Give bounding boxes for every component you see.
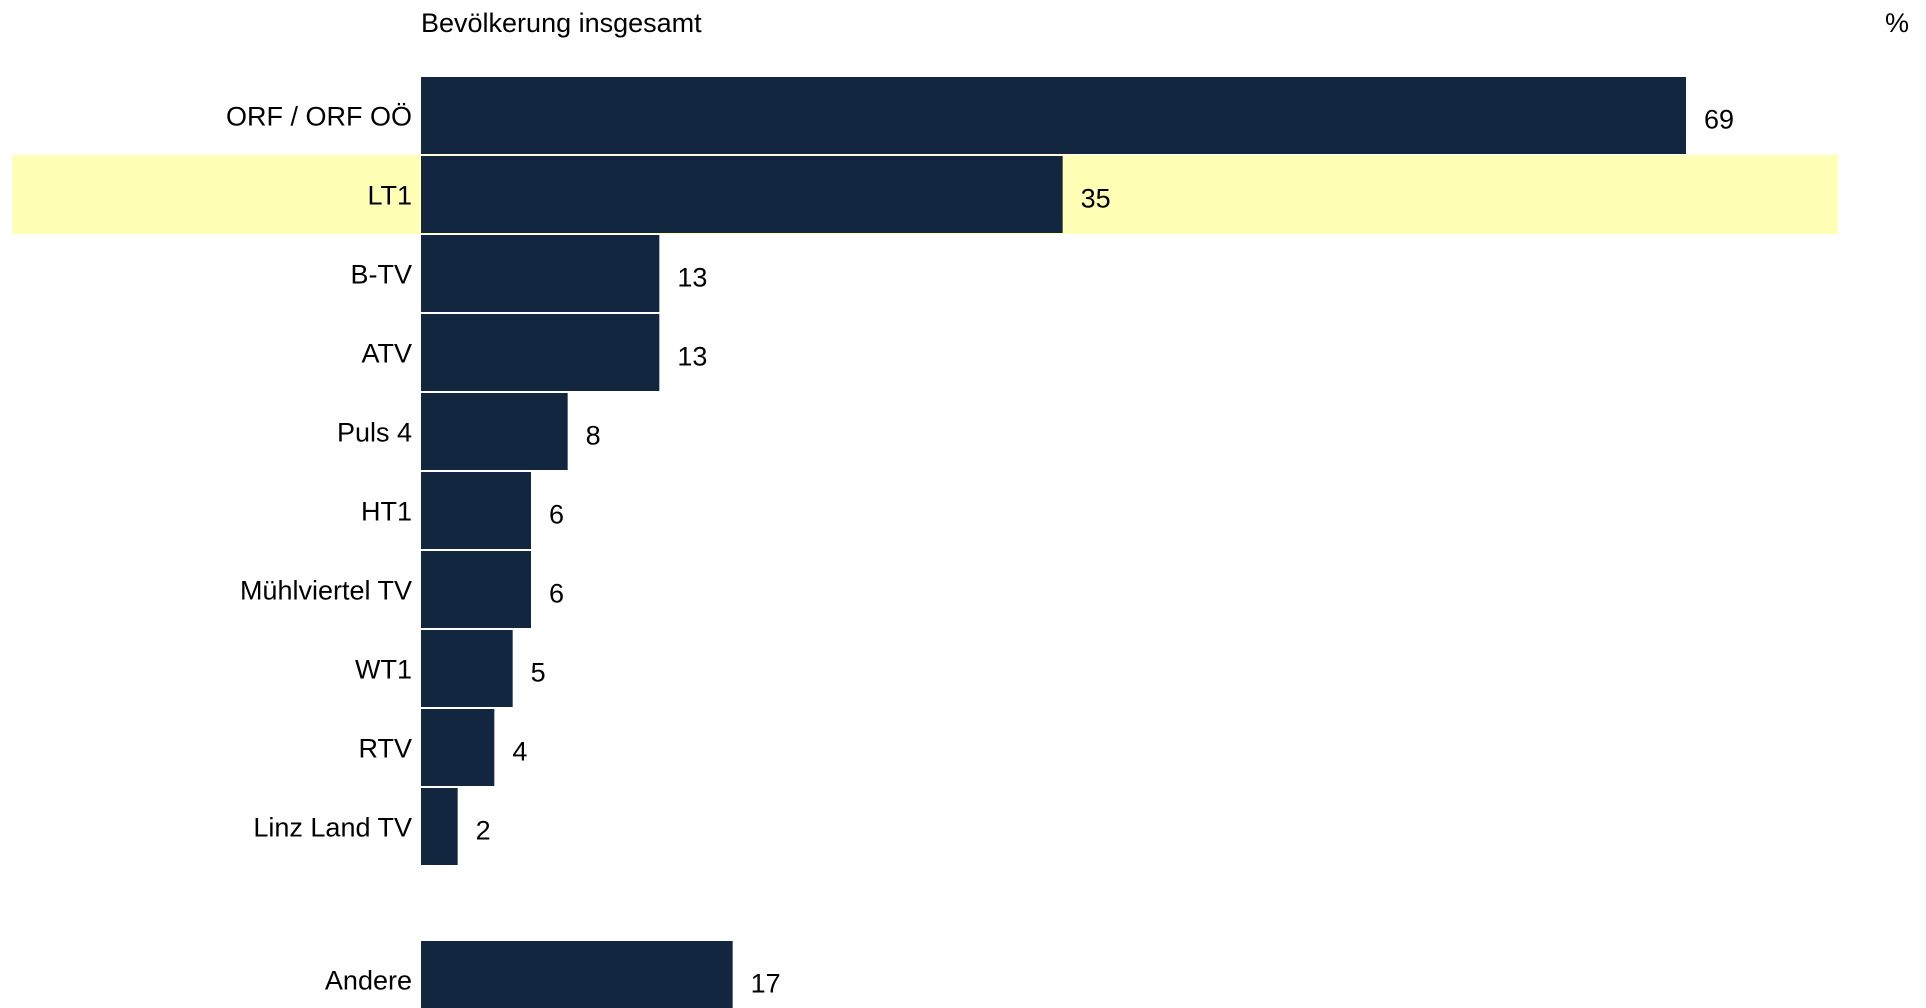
bar bbox=[421, 941, 733, 1008]
data-label: 17 bbox=[751, 969, 781, 999]
category-label: LT1 bbox=[367, 181, 412, 211]
category-label: HT1 bbox=[361, 497, 412, 527]
data-label: 2 bbox=[476, 816, 491, 846]
category-label: B-TV bbox=[350, 260, 412, 290]
category-label: ORF / ORF OÖ bbox=[226, 102, 412, 132]
bar bbox=[421, 551, 531, 628]
data-label: 8 bbox=[586, 421, 601, 451]
bar bbox=[421, 393, 568, 470]
data-label: 69 bbox=[1704, 105, 1734, 135]
category-label: Linz Land TV bbox=[253, 813, 412, 843]
data-label: 6 bbox=[549, 579, 564, 609]
data-label: 4 bbox=[512, 737, 527, 767]
unit-label: % bbox=[1884, 8, 1909, 38]
data-label: 35 bbox=[1081, 184, 1111, 214]
bar bbox=[421, 472, 531, 549]
category-label: WT1 bbox=[355, 655, 412, 685]
bar bbox=[421, 77, 1686, 154]
category-label: Puls 4 bbox=[337, 418, 412, 448]
bar bbox=[421, 709, 495, 786]
data-label: 13 bbox=[677, 263, 707, 293]
bar bbox=[421, 788, 458, 865]
category-label: Mühlviertel TV bbox=[240, 576, 412, 606]
chart-title: Bevölkerung insgesamt bbox=[421, 8, 702, 38]
category-label: Andere bbox=[325, 966, 412, 996]
data-label: 6 bbox=[549, 500, 564, 530]
data-label: 13 bbox=[677, 342, 707, 372]
bar bbox=[421, 235, 660, 312]
bar bbox=[421, 314, 660, 391]
data-label: 5 bbox=[531, 658, 546, 688]
category-label: ATV bbox=[361, 339, 412, 369]
bar bbox=[421, 156, 1063, 233]
bar bbox=[421, 630, 513, 707]
category-label: RTV bbox=[358, 734, 412, 764]
